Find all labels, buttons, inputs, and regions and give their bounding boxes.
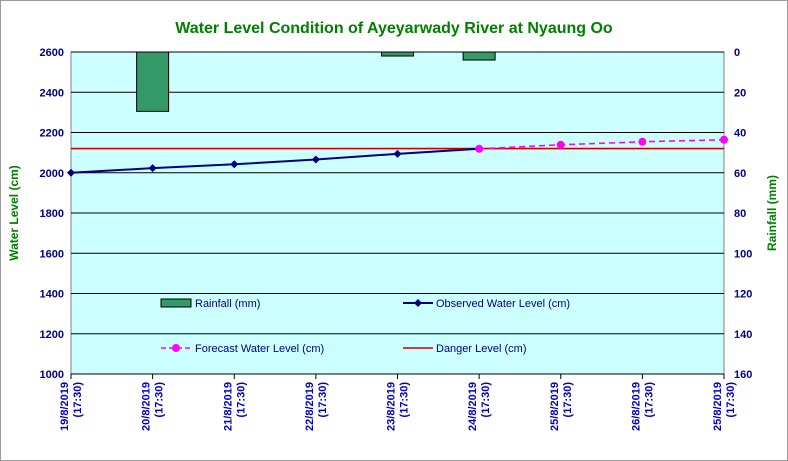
legend-forecast-label: Forecast Water Level (cm) bbox=[195, 343, 324, 355]
x-tick-label: 22/8/2019 bbox=[304, 382, 316, 431]
x-tick-label-time: (17:30) bbox=[562, 382, 574, 418]
x-tick-label: 24/8/2019 bbox=[467, 382, 479, 431]
observed-point bbox=[230, 160, 239, 169]
observed-point bbox=[311, 155, 320, 164]
forecast-point bbox=[475, 144, 484, 153]
observed-point bbox=[148, 164, 157, 173]
y-tick-label: 1200 bbox=[40, 329, 64, 341]
forecast-point bbox=[556, 140, 565, 149]
y2-tick-label: 140 bbox=[734, 329, 752, 341]
y-tick-label: 2200 bbox=[40, 128, 64, 140]
y-tick-label: 1400 bbox=[40, 289, 64, 301]
x-tick-label: 25/8/2019 bbox=[549, 382, 561, 431]
x-tick-label-time: (17:30) bbox=[154, 382, 166, 418]
legend-forecast-marker bbox=[172, 344, 180, 352]
legend-rainfall-label: Rainfall (mm) bbox=[195, 298, 260, 310]
y2-tick-label: 120 bbox=[734, 289, 752, 301]
y2-tick-label: 160 bbox=[734, 369, 752, 381]
legend-observed-label: Observed Water Level (cm) bbox=[436, 298, 570, 310]
y2-tick-label: 40 bbox=[734, 128, 746, 140]
y-tick-label: 1000 bbox=[40, 369, 64, 381]
x-tick-label-time: (17:30) bbox=[317, 382, 329, 418]
x-tick-label-time: (17:30) bbox=[725, 382, 737, 418]
forecast-water-level-line bbox=[479, 138, 725, 150]
y2-tick-label: 80 bbox=[734, 208, 746, 220]
x-tick-label-time: (17:30) bbox=[399, 382, 411, 418]
axes: 1000 1200 1400 1600 1800 2000 2200 2400 2600 0 20 4… bbox=[7, 47, 779, 431]
x-tick-label: 20/8/2019 bbox=[141, 382, 153, 431]
x-tick-label: 25/8/2019 bbox=[712, 382, 724, 431]
legend-rainfall-swatch bbox=[160, 298, 192, 308]
rainfall-bar bbox=[381, 51, 414, 57]
x-tick-label: 19/8/2019 bbox=[59, 382, 71, 431]
legend: Rainfall (mm) Observed Water Level (cm) Fo… bbox=[160, 298, 570, 355]
y-tick-label: 2400 bbox=[40, 87, 64, 99]
x-tick-label: 23/8/2019 bbox=[386, 382, 398, 431]
y2-tick-label: 20 bbox=[734, 87, 746, 99]
y2-tick-label: 0 bbox=[734, 47, 740, 59]
observed-point bbox=[67, 168, 75, 177]
forecast-point bbox=[720, 135, 728, 144]
y-tick-label: 2600 bbox=[40, 47, 64, 59]
x-tick-label: 21/8/2019 bbox=[222, 382, 234, 431]
y-tick-label: 1600 bbox=[40, 248, 64, 260]
legend-danger-label: Danger Level (cm) bbox=[436, 343, 526, 355]
y-tick-label: 2000 bbox=[40, 168, 64, 180]
rainfall-bar bbox=[462, 51, 496, 61]
observed-point bbox=[393, 149, 402, 158]
forecast-point bbox=[638, 137, 647, 146]
x-tick-label: 26/8/2019 bbox=[630, 382, 642, 431]
legend-observed-marker bbox=[414, 299, 422, 307]
y2-tick-label: 100 bbox=[734, 248, 752, 260]
x-tick-label-time: (17:30) bbox=[643, 382, 655, 418]
y-tick-label: 1800 bbox=[40, 208, 64, 220]
observed-water-level-line bbox=[70, 147, 480, 174]
chart-title: Water Level Condition of Ayeyarwady Rive… bbox=[175, 20, 613, 37]
y-axis-title: Water Level (cm) bbox=[7, 165, 21, 261]
series-lines bbox=[67, 135, 728, 177]
gridlines bbox=[71, 51, 724, 375]
x-tick-label-time: (17:30) bbox=[72, 382, 84, 418]
rainfall-bars bbox=[136, 51, 496, 112]
x-tick-label-time: (17:30) bbox=[480, 382, 492, 418]
rainfall-bar bbox=[136, 51, 170, 112]
x-tick-label-time: (17:30) bbox=[235, 382, 247, 418]
y2-axis-title: Rainfall (mm) bbox=[765, 175, 779, 251]
y2-tick-label: 60 bbox=[734, 168, 746, 180]
